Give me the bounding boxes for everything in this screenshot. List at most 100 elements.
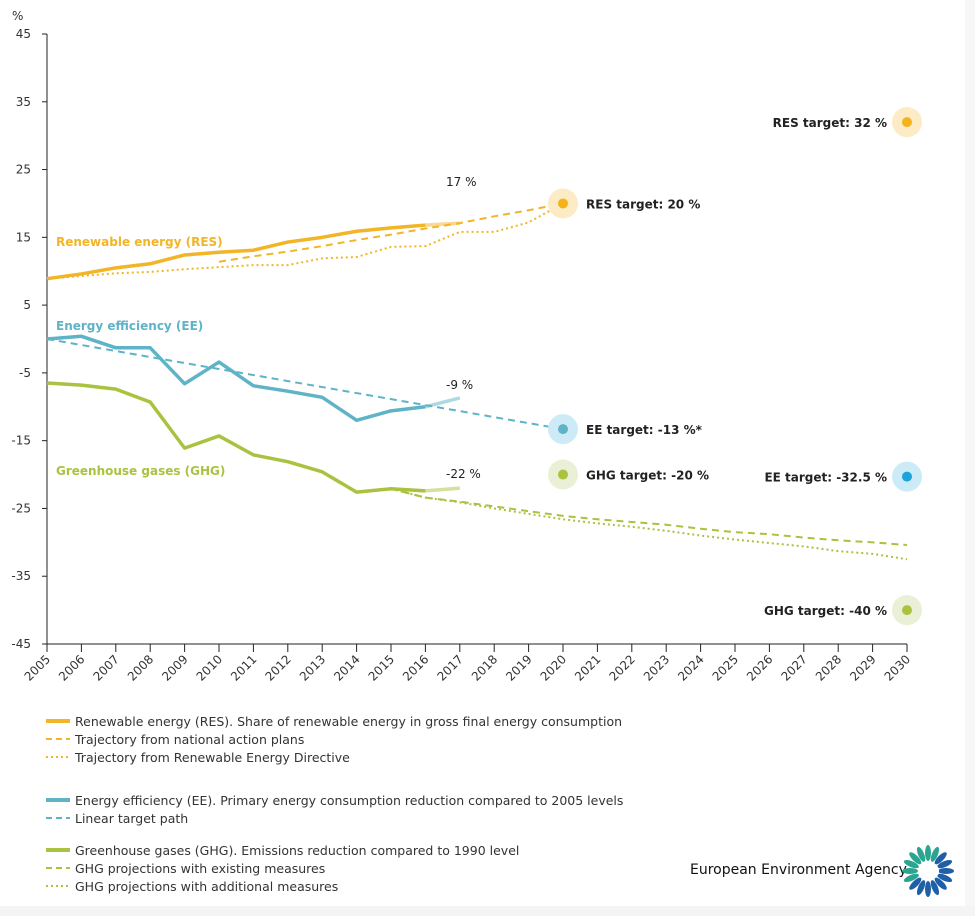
y-tick-label: -45 <box>11 637 31 651</box>
legend-swatch-solid <box>46 798 70 802</box>
target-dot <box>902 605 912 616</box>
series-name-label: Greenhouse gases (GHG) <box>56 464 225 478</box>
legend-label: Energy efficiency (EE). Primary energy c… <box>75 792 624 808</box>
legend-item-res-nap: Trajectory from national action plans <box>46 730 622 748</box>
logo-petal <box>925 881 931 897</box>
legend-item-res-red: Trajectory from Renewable Energy Directi… <box>46 748 622 766</box>
legend-ghg: Greenhouse gases (GHG). Emissions reduct… <box>46 841 519 895</box>
logo-petal <box>903 873 919 883</box>
x-tick-label: 2030 <box>882 652 913 683</box>
logo-petal <box>934 852 947 865</box>
legend-ee: Energy efficiency (EE). Primary energy c… <box>46 791 623 827</box>
target-dot <box>902 117 912 128</box>
target-dot <box>902 471 912 482</box>
logo-petal <box>909 877 922 890</box>
legend-swatch-solid <box>46 848 70 852</box>
logo-petal <box>930 846 940 862</box>
x-tick-label: 2025 <box>710 652 741 683</box>
logo-petal <box>916 880 926 896</box>
legend-res: Renewable energy (RES). Share of renewab… <box>46 712 622 766</box>
legend-label: GHG projections with existing measures <box>75 860 326 876</box>
target-dot <box>558 469 568 480</box>
legend-label: Linear target path <box>75 810 189 826</box>
end-value-label: 17 % <box>446 175 477 189</box>
series-line-0 <box>46 223 426 281</box>
logo-petal <box>930 880 940 896</box>
y-tick-label: -35 <box>11 569 31 583</box>
legend-label: Greenhouse gases (GHG). Emissions reduct… <box>75 842 520 858</box>
series-line-3 <box>46 334 426 423</box>
eea-logo-icon <box>902 845 954 897</box>
x-tick-label: 2024 <box>675 652 706 683</box>
target-dot <box>558 198 568 209</box>
x-tick-label: 2023 <box>641 652 672 683</box>
legend-label: Trajectory from national action plans <box>75 731 305 747</box>
x-tick-label: 2022 <box>606 652 637 683</box>
end-value-label: -9 % <box>446 378 473 392</box>
x-tick-label: 2017 <box>434 652 465 683</box>
legend-item-ee: Energy efficiency (EE). Primary energy c… <box>46 791 623 809</box>
logo-petal <box>934 877 947 890</box>
series-name-label: Renewable energy (RES) <box>56 235 223 249</box>
series-line-1 <box>218 202 564 263</box>
x-tick-label: 2027 <box>778 652 809 683</box>
y-tick-label: 15 <box>16 230 31 244</box>
legend-label: GHG projections with additional measures <box>75 878 339 894</box>
logo-petal <box>938 868 954 874</box>
target-label: EE target: -13 %* <box>586 423 703 437</box>
x-tick-label: 2021 <box>572 652 603 683</box>
target-label: GHG target: -40 % <box>764 604 887 618</box>
x-tick-label: 2013 <box>297 652 328 683</box>
x-tick-label: 2019 <box>503 652 534 683</box>
x-tick-label: 2028 <box>813 652 844 683</box>
legend-item-ghg: Greenhouse gases (GHG). Emissions reduct… <box>46 841 519 859</box>
series-line-4 <box>46 338 564 431</box>
legend-item-ee-path: Linear target path <box>46 809 623 827</box>
logo-petal <box>903 859 919 869</box>
x-tick-label: 2016 <box>400 652 431 683</box>
logo-petal <box>925 845 931 861</box>
series-name-label: Energy efficiency (EE) <box>56 319 203 333</box>
x-tick-label: 2018 <box>469 652 500 683</box>
end-value-label: -22 % <box>446 467 481 481</box>
series-line-7 <box>390 487 908 561</box>
x-tick-label: 2009 <box>159 652 190 683</box>
y-tick-label: 45 <box>16 27 31 41</box>
legend-swatch-dotted <box>46 756 70 758</box>
y-tick-label: 5 <box>23 298 31 312</box>
footer-strip <box>0 906 975 916</box>
y-axis-label: % <box>12 9 23 23</box>
x-tick-label: 2029 <box>847 652 878 683</box>
y-tick-label: 25 <box>16 163 31 177</box>
legend-item-res: Renewable energy (RES). Share of renewab… <box>46 712 622 730</box>
legend-swatch-dashed <box>46 738 70 740</box>
logo-petal <box>909 852 922 865</box>
x-tick-label: 2010 <box>194 652 225 683</box>
series-provisional-segment-0 <box>425 221 460 227</box>
y-tick-label: 35 <box>16 95 31 109</box>
x-tick-label: 2006 <box>56 652 87 683</box>
x-tick-label: 2015 <box>366 652 397 683</box>
legend-item-ghg-wam: GHG projections with additional measures <box>46 877 519 895</box>
target-label: EE target: -32.5 % <box>764 471 887 485</box>
x-tick-label: 2008 <box>125 652 156 683</box>
logo-petal <box>916 846 926 862</box>
target-label: GHG target: -20 % <box>586 469 709 483</box>
legend-label: Trajectory from Renewable Energy Directi… <box>75 749 350 765</box>
y-tick-label: -25 <box>11 501 31 515</box>
logo-petal <box>937 873 953 883</box>
series-line-6 <box>390 487 908 547</box>
series-line-2 <box>46 202 564 280</box>
legend-swatch-dotted <box>46 885 70 887</box>
x-tick-label: 2011 <box>228 652 259 683</box>
legend-item-ghg-wem: GHG projections with existing measures <box>46 859 519 877</box>
y-tick-label: -5 <box>19 366 31 380</box>
x-tick-label: 2005 <box>22 652 53 683</box>
legend-label: Renewable energy (RES). Share of renewab… <box>75 713 623 729</box>
logo-petal <box>937 859 953 869</box>
logo-petal <box>902 868 918 874</box>
side-strip <box>965 0 975 906</box>
x-tick-label: 2012 <box>262 652 293 683</box>
x-tick-label: 2020 <box>538 652 569 683</box>
